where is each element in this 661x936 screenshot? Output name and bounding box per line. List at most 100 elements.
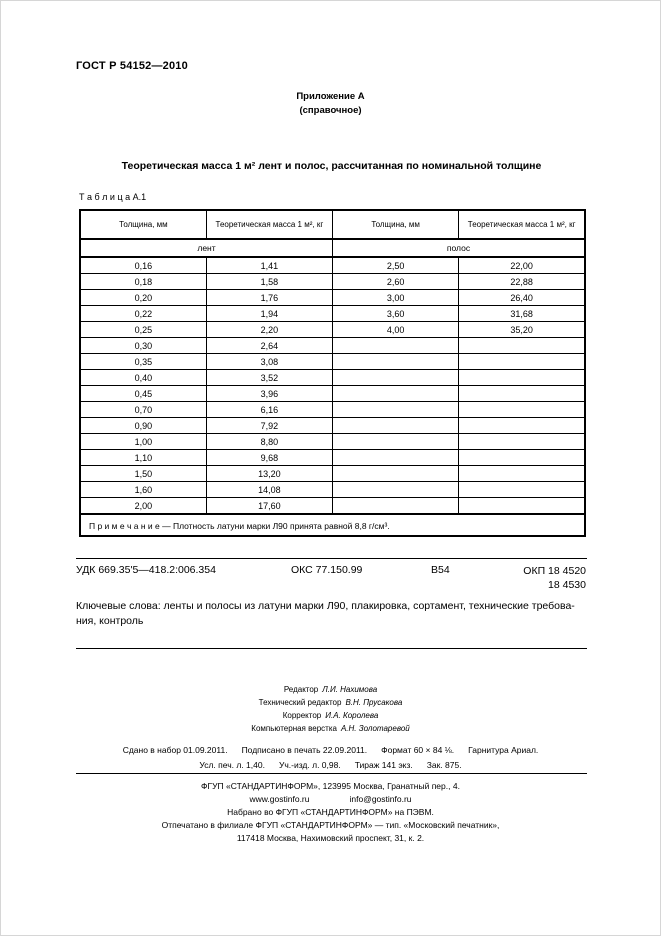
cell-thickness-lent: 0,45 (79, 385, 207, 402)
cell-mass-polos (458, 465, 586, 482)
credit-role: Редактор (283, 685, 319, 694)
table-row: 1,60 14,08 (79, 481, 586, 498)
cell-mass-lent: 1,41 (205, 256, 334, 274)
cell-thickness-polos (331, 353, 460, 370)
table-row: 0,35 3,08 (79, 353, 586, 370)
table-row: 2,00 17,60 (79, 497, 586, 515)
cell-thickness-polos (331, 465, 460, 482)
keywords-line-1: Ключевые слова: ленты и полосы из латуни… (76, 600, 575, 612)
cell-mass-lent: 2,20 (205, 321, 334, 338)
cell-thickness-lent: 0,25 (79, 321, 207, 338)
credit-role: Компьютерная верстка (251, 724, 337, 733)
table-group-row: лент полос (79, 238, 586, 258)
imprint-print-sheets: Усл. печ. л. 1,40. (199, 760, 265, 770)
page-title: Теоретическая масса 1 м² лент и полос, р… (121, 160, 542, 172)
publisher-block: ФГУП «СТАНДАРТИНФОРМ», 123995 Москва, Гр… (1, 780, 660, 845)
cell-thickness-lent: 0,18 (79, 273, 207, 290)
cell-thickness-polos (331, 369, 460, 386)
credit-layout: Компьютерная верстка А.Н. Золотаревой (1, 722, 660, 735)
imprint-typeset-date: Сдано в набор 01.09.2011. (122, 745, 228, 755)
printer-address: 117418 Москва, Нахимовский проспект, 31,… (236, 833, 425, 843)
okp-line-2: 18 4530 (548, 579, 586, 591)
cell-thickness-polos: 3,00 (331, 289, 460, 306)
cell-thickness-lent: 0,20 (79, 289, 207, 306)
divider-bottom (76, 773, 587, 774)
cell-thickness-polos: 2,60 (331, 273, 460, 290)
table-note: П р и м е ч а н и е — Плотность латуни м… (79, 513, 586, 537)
cell-mass-lent: 9,68 (205, 449, 334, 466)
keywords-block: Ключевые слова: ленты и полосы из латуни… (76, 599, 590, 629)
annex-label: Приложение А (296, 91, 365, 102)
cell-mass-polos (458, 497, 586, 515)
imprint-print-date: Подписано в печать 22.09.2011. (241, 745, 368, 755)
cell-thickness-polos: 3,60 (331, 305, 460, 322)
cell-thickness-lent: 0,70 (79, 401, 207, 418)
imprint-circulation: Тираж 141 экз. (354, 760, 413, 770)
table-row: 0,16 1,41 2,50 22,00 (79, 256, 586, 274)
group-header-polos: полос (332, 238, 586, 258)
cell-thickness-polos (331, 417, 460, 434)
imprint-typeface: Гарнитура Ариал. (468, 745, 539, 755)
cell-mass-polos (458, 353, 586, 370)
cell-mass-polos (458, 433, 586, 450)
table-row: 0,40 3,52 (79, 369, 586, 386)
cell-mass-lent: 3,52 (205, 369, 334, 386)
keywords-line-2: ния, контроль (76, 615, 144, 627)
cell-thickness-polos: 4,00 (331, 321, 460, 338)
table-row: 1,10 9,68 (79, 449, 586, 466)
mass-table: Толщина, мм Теоретическая масса 1 м², кг… (79, 209, 586, 537)
cell-mass-polos: 31,68 (458, 305, 586, 322)
imprint-line-2: Усл. печ. л. 1,40. Уч.-изд. л. 0,98. Тираж… (1, 758, 660, 773)
table-row: 0,30 2,64 (79, 337, 586, 354)
cell-mass-polos (458, 417, 586, 434)
cell-thickness-lent: 0,30 (79, 337, 207, 354)
cell-thickness-lent: 1,60 (79, 481, 207, 498)
cell-mass-lent: 14,08 (205, 481, 334, 498)
cell-thickness-lent: 0,90 (79, 417, 207, 434)
publisher-printed-note: Отпечатано в филиале ФГУП «СТАНДАРТИНФОР… (161, 820, 500, 830)
cell-mass-polos: 22,00 (458, 256, 586, 274)
cell-mass-lent: 1,76 (205, 289, 334, 306)
publisher-email: info@gostinfo.ru (349, 794, 412, 804)
imprint-block: Сдано в набор 01.09.2011. Подписано в печ… (1, 743, 660, 773)
table-row: 0,45 3,96 (79, 385, 586, 402)
col-header-thickness-lent: Толщина, мм (79, 209, 207, 240)
oks-code: ОКС 77.150.99 (291, 564, 363, 576)
imprint-pub-sheets: Уч.-изд. л. 0,98. (278, 760, 341, 770)
cell-mass-lent: 6,16 (205, 401, 334, 418)
group-header-lent: лент (79, 238, 333, 258)
cell-mass-lent: 17,60 (205, 497, 334, 515)
cell-mass-lent: 1,58 (205, 273, 334, 290)
cell-thickness-lent: 1,10 (79, 449, 207, 466)
table-label: Т а б л и ц а А.1 (79, 192, 147, 202)
divider-middle (76, 648, 587, 649)
cell-mass-lent: 8,80 (205, 433, 334, 450)
cell-mass-lent: 1,94 (205, 305, 334, 322)
cell-thickness-lent: 0,35 (79, 353, 207, 370)
cell-thickness-polos (331, 385, 460, 402)
cell-mass-polos (458, 449, 586, 466)
imprint-line-1: Сдано в набор 01.09.2011. Подписано в печ… (1, 743, 660, 758)
credit-corrector: Корректор И.А. Королева (1, 709, 660, 722)
cell-thickness-polos: 2,50 (331, 256, 460, 274)
table-header-row: Толщина, мм Теоретическая масса 1 м², кг… (79, 209, 586, 240)
cell-thickness-lent: 1,00 (79, 433, 207, 450)
col-header-thickness-polos: Толщина, мм (331, 209, 460, 240)
cell-thickness-polos (331, 433, 460, 450)
cell-thickness-lent: 1,50 (79, 465, 207, 482)
cell-thickness-polos (331, 497, 460, 515)
imprint-format: Формат 60 × 84 ⅛. (381, 745, 455, 755)
cell-thickness-polos (331, 401, 460, 418)
cell-mass-polos (458, 369, 586, 386)
table-note-row: П р и м е ч а н и е — Плотность латуни м… (79, 513, 586, 537)
table-row: 1,50 13,20 (79, 465, 586, 482)
table-row: 0,70 6,16 (79, 401, 586, 418)
table-row: 0,22 1,94 3,60 31,68 (79, 305, 586, 322)
table-row: 0,20 1,76 3,00 26,40 (79, 289, 586, 306)
cell-mass-polos: 35,20 (458, 321, 586, 338)
credits-block: Редактор Л.И. Нахимова Технический редакт… (1, 683, 660, 735)
credit-tech-editor: Технический редактор В.Н. Прусакова (1, 696, 660, 709)
cell-mass-polos: 26,40 (458, 289, 586, 306)
credit-name: И.А. Королева (325, 711, 379, 720)
credit-name: В.Н. Прусакова (345, 698, 403, 707)
